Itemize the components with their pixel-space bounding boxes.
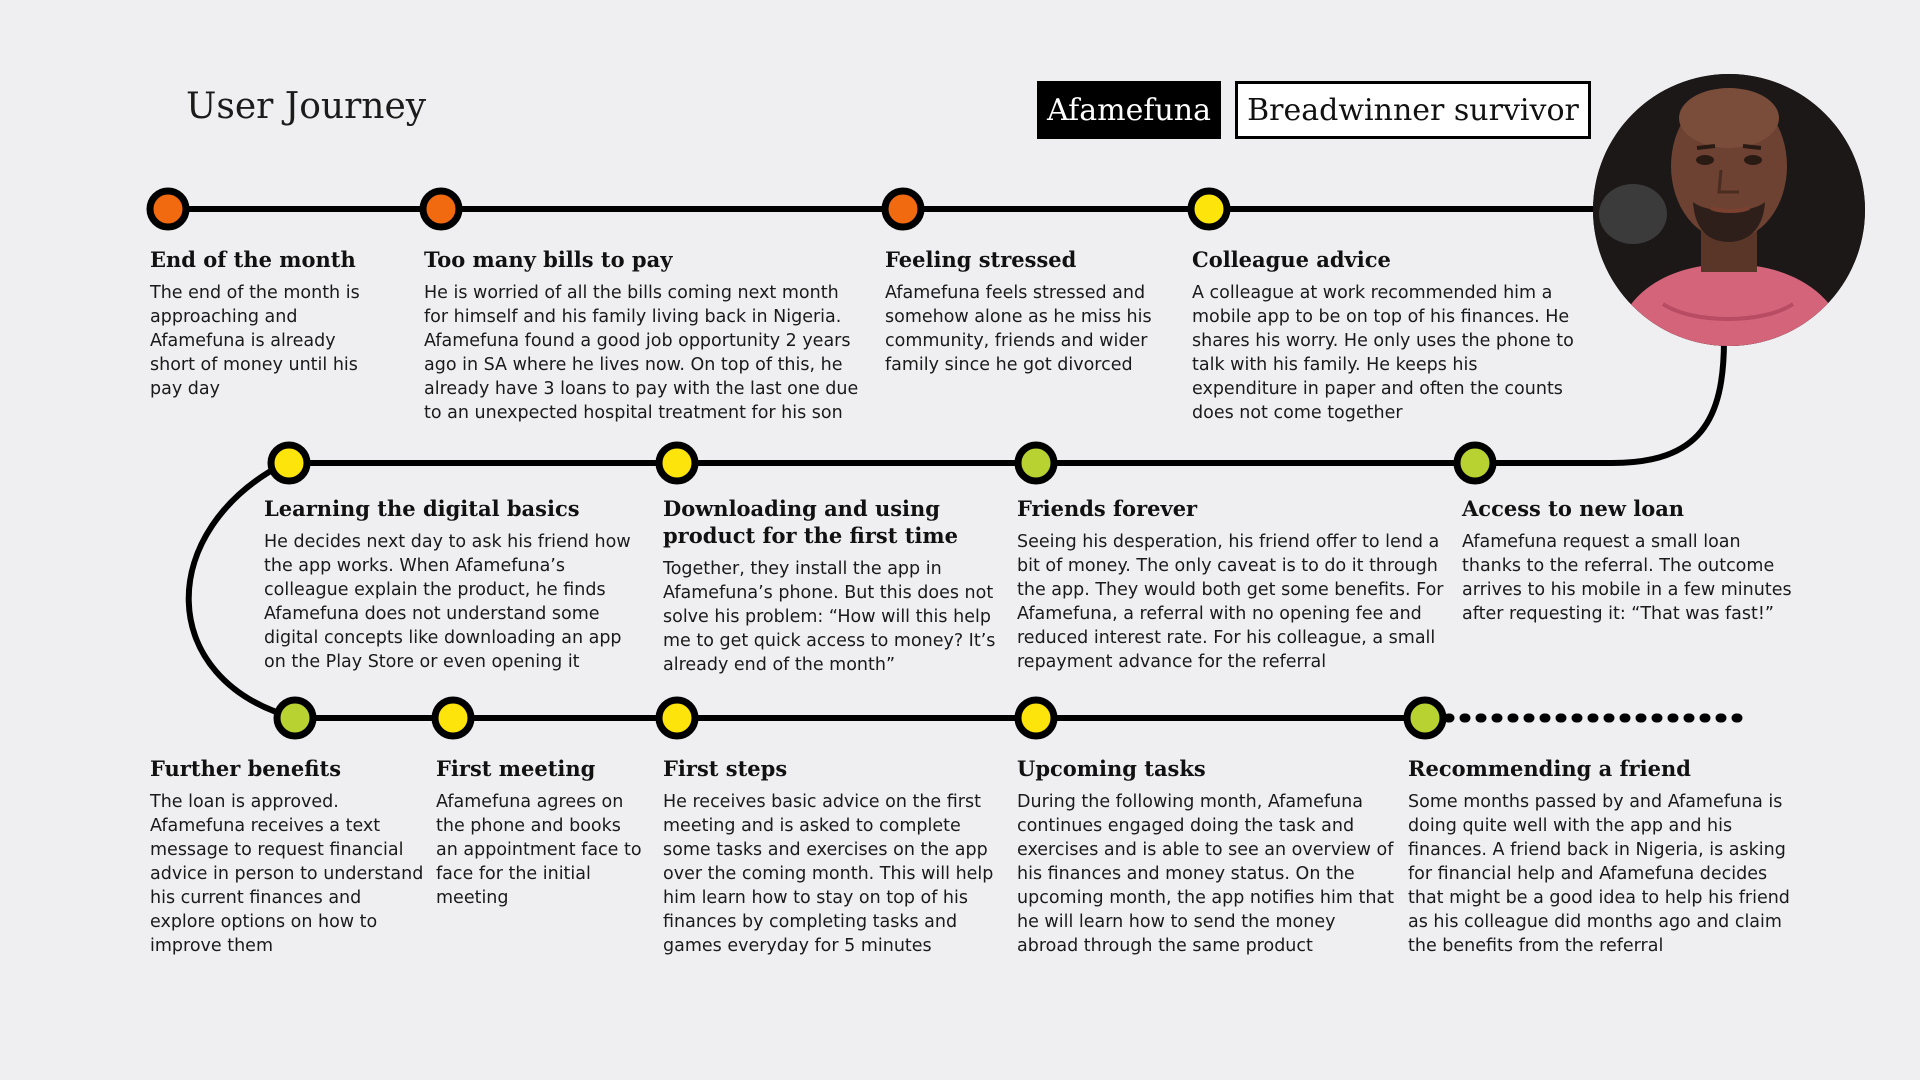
journey-step: Too many bills to pay He is worried of a… [424,246,864,425]
milestone-dot [1187,187,1231,231]
step-title: Too many bills to pay [424,247,673,272]
journey-step: Learning the digital basics He decides n… [264,495,644,674]
milestone-dot [1453,441,1497,485]
page-title: User Journey [186,86,427,127]
step-description: Some months passed by and Afamefuna is d… [1408,792,1790,956]
step-description: During the following month, Afamefuna co… [1017,792,1395,956]
milestone-dot [1014,441,1058,485]
step-title: Colleague advice [1192,247,1391,272]
journey-step: Access to new loan Afamefuna request a s… [1462,495,1797,626]
milestone-dot [655,441,699,485]
step-title: First meeting [436,756,596,781]
journey-step: Recommending a friend Some months passed… [1408,755,1798,958]
step-title: Further benefits [150,756,342,781]
journey-step: Upcoming tasks During the following mont… [1017,755,1397,958]
milestone-dot [146,187,190,231]
step-description: Afamefuna feels stressed and somehow alo… [885,283,1152,375]
journey-step: Feeling stressed Afamefuna feels stresse… [885,246,1165,377]
step-title: First steps [663,756,788,781]
journey-step: Colleague advice A colleague at work rec… [1192,246,1582,425]
step-description: Afamefuna request a small loan thanks to… [1462,532,1792,624]
step-title: Downloading and using product for the fi… [663,496,958,548]
connector-left [185,460,298,721]
step-title: Feeling stressed [885,247,1077,272]
step-description: He is worried of all the bills coming ne… [424,283,859,423]
journey-step: First meeting Afamefuna agrees on the ph… [436,755,646,910]
journey-step: Further benefits The loan is approved. A… [150,755,430,958]
step-description: The end of the month is approaching and … [150,283,360,399]
step-description: Seeing his desperation, his friend offer… [1017,532,1444,672]
step-title: Learning the digital basics [264,496,580,521]
milestone-dots [146,187,1497,740]
step-title: Friends forever [1017,496,1198,521]
step-description: Together, they install the app in Afamef… [663,559,996,675]
milestone-dot [655,696,699,740]
milestone-dot [267,441,311,485]
milestone-dot [273,696,317,740]
step-title: Access to new loan [1462,496,1685,521]
journey-step: Friends forever Seeing his desperation, … [1017,495,1447,674]
step-title: End of the month [150,247,356,272]
milestone-dot [1014,696,1058,740]
step-title: Recommending a friend [1408,756,1691,781]
step-description: He decides next day to ask his friend ho… [264,532,631,672]
step-description: The loan is approved. Afamefuna receives… [150,792,424,956]
journey-step: First steps He receives basic advice on … [663,755,998,958]
step-description: A colleague at work recommended him a mo… [1192,283,1574,423]
connector-right [1609,337,1727,466]
milestone-dot [419,187,463,231]
step-description: He receives basic advice on the first me… [663,792,994,956]
milestone-dot [431,696,475,740]
persona-name-badge: Afamefuna [1037,81,1221,139]
journey-step: End of the month The end of the month is… [150,246,385,401]
milestone-dot [1403,696,1447,740]
journey-step: Downloading and using product for the fi… [663,495,998,677]
persona-avatar [1593,74,1865,346]
persona-role-badge: Breadwinner survivor [1235,81,1591,139]
step-title: Upcoming tasks [1017,756,1206,781]
step-description: Afamefuna agrees on the phone and books … [436,792,642,908]
milestone-dot [881,187,925,231]
